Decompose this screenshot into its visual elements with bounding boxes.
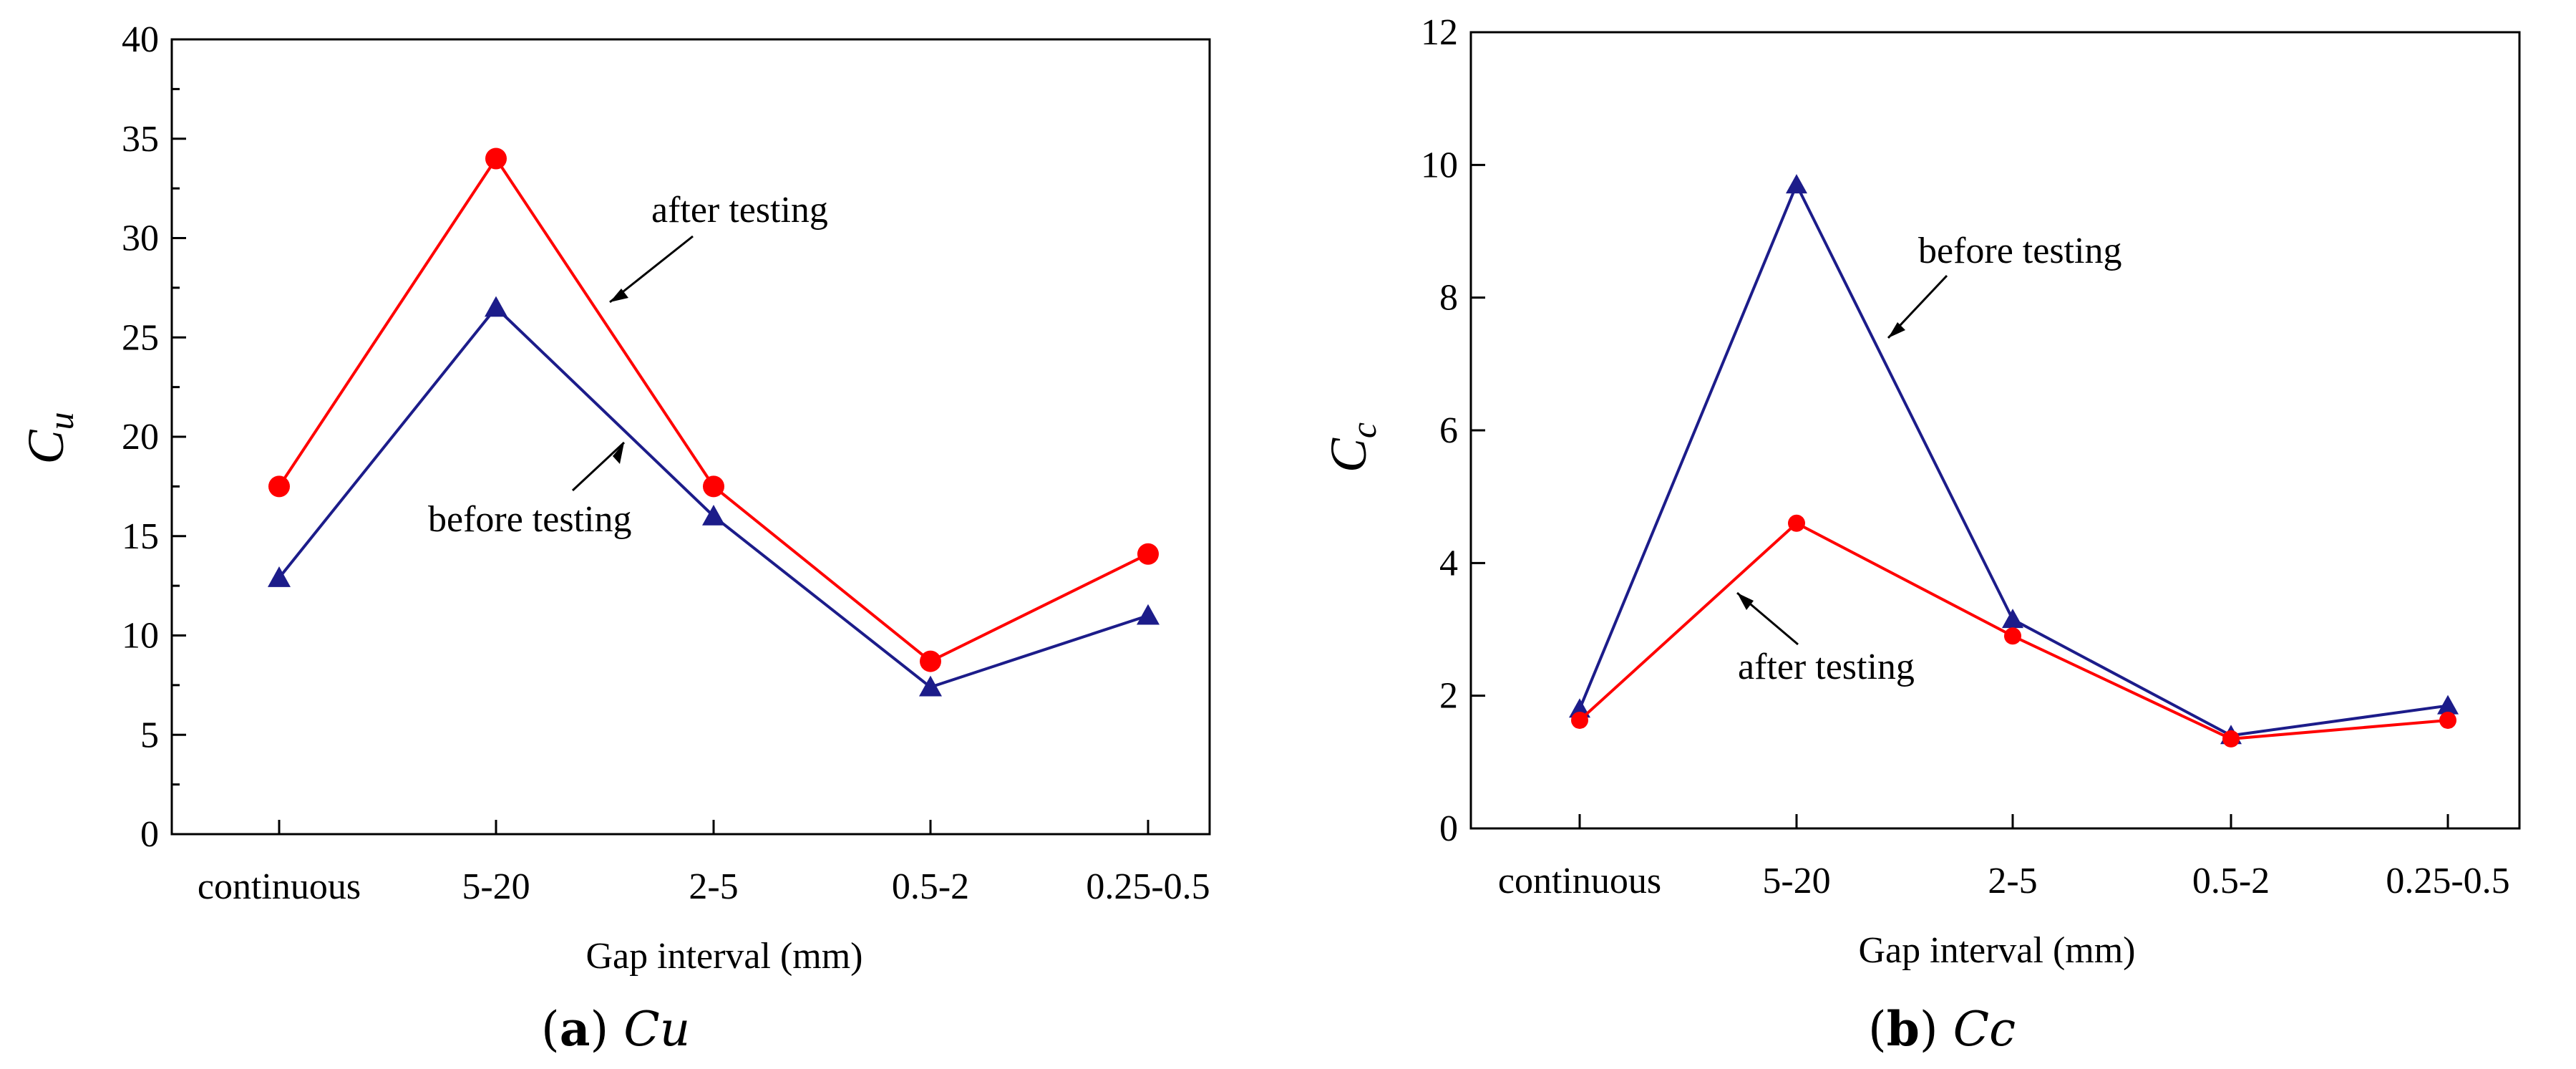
annotation-arrowhead-before — [613, 442, 624, 464]
y-tick-label: 20 — [122, 417, 159, 458]
x-tick-label: continuous — [198, 866, 361, 907]
panel-b-caption: (b) Cc — [1868, 1001, 2016, 1057]
annotation-arrow-before — [571, 441, 626, 492]
annotation-arrowhead-after — [1737, 593, 1754, 610]
y-tick-label: 4 — [1439, 543, 1458, 584]
y-tick-label: 10 — [122, 616, 159, 657]
annotation-arrowhead-after — [610, 289, 628, 302]
data-point-after-testing — [268, 475, 290, 498]
y-tick-label: 30 — [122, 218, 159, 259]
x-tick-label: 0.5-2 — [892, 866, 969, 907]
x-axis-label: Gap interval (mm) — [586, 936, 863, 977]
annotation-after-testing: after testing — [1738, 647, 1915, 687]
annotation-after-testing: after testing — [651, 190, 828, 231]
data-point-before-testing — [485, 296, 507, 317]
data-point-after-testing — [920, 650, 941, 672]
x-tick-label: continuous — [1498, 861, 1661, 901]
x-tick-label: 2-5 — [689, 866, 738, 907]
data-point-after-testing — [703, 475, 724, 498]
data-point-after-testing — [485, 147, 507, 170]
data-point-after-testing — [2439, 711, 2456, 729]
y-tick-label: 8 — [1439, 278, 1458, 319]
x-tick-label: 0.25-0.5 — [1086, 866, 1210, 907]
y-tick-label: 5 — [140, 715, 159, 755]
data-point-before-testing — [2437, 695, 2459, 715]
y-tick-label: 12 — [1421, 12, 1458, 53]
y-axis-label: Cc — [1320, 422, 1384, 473]
data-point-after-testing — [1571, 711, 1588, 729]
panel-a-caption: (a) Cu — [541, 1001, 690, 1057]
series-layer — [1569, 174, 2459, 748]
x-tick-label: 0.5-2 — [2192, 861, 2270, 901]
y-tick-label: 35 — [122, 119, 159, 160]
y-tick-label: 0 — [140, 814, 159, 855]
data-point-after-testing — [2222, 730, 2240, 748]
panel-a-chart: 0 5 10 15 20 25 30 35 40 continuous 5-20 2-5 0.5-2 0… — [17, 19, 1211, 1057]
data-point-after-testing — [1137, 543, 1159, 565]
data-point-before-testing — [1569, 698, 1590, 718]
x-tick-label: 5-20 — [462, 866, 530, 907]
series-layer — [268, 147, 1160, 697]
x-tick-label: 2-5 — [1988, 861, 2037, 901]
x-tick-label: 0.25-0.5 — [2386, 861, 2509, 901]
data-point-before-testing — [1137, 604, 1160, 625]
annotation-arrow-after — [609, 235, 694, 304]
y-tick-label: 40 — [122, 19, 159, 60]
data-point-after-testing — [2004, 627, 2021, 645]
y-tick-label: 6 — [1439, 410, 1458, 451]
data-point-after-testing — [1788, 514, 1805, 532]
x-axis-label: Gap interval (mm) — [1859, 930, 2136, 971]
y-axis: 0 2 4 6 8 10 12 — [1421, 12, 1485, 849]
annotation-before-testing: before testing — [1918, 231, 2121, 271]
data-point-before-testing — [1786, 174, 1807, 194]
x-axis: continuous 5-20 2-5 0.5-2 0.25-0.5 — [1498, 814, 2510, 901]
data-point-before-testing — [702, 505, 725, 526]
annotation-before-testing: before testing — [428, 499, 631, 540]
panel-b-chart: 0 2 4 6 8 10 12 continuous 5-20 2-5 0.5-2 0.25-0.5… — [1320, 12, 2521, 1057]
y-tick-label: 25 — [122, 317, 159, 358]
annotation-arrowhead-before — [1888, 322, 1905, 338]
data-point-before-testing — [2002, 609, 2023, 629]
y-tick-label: 0 — [1439, 808, 1458, 849]
y-axis-label: Cu — [17, 412, 81, 464]
x-axis: continuous 5-20 2-5 0.5-2 0.25-0.5 — [198, 820, 1210, 907]
y-tick-label: 15 — [122, 516, 159, 557]
data-point-before-testing — [919, 675, 942, 697]
y-tick-label: 10 — [1421, 145, 1458, 185]
y-axis: 0 5 10 15 20 25 30 35 40 — [122, 19, 186, 855]
x-tick-label: 5-20 — [1762, 861, 1830, 901]
data-point-before-testing — [268, 566, 291, 587]
y-tick-label: 2 — [1439, 676, 1458, 717]
